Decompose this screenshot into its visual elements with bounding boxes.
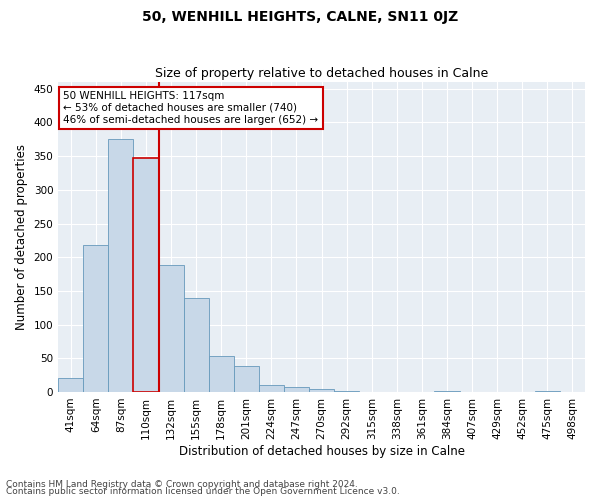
Bar	[133, 158, 158, 392]
Bar	[434, 390, 460, 392]
Text: 50, WENHILL HEIGHTS, CALNE, SN11 0JZ: 50, WENHILL HEIGHTS, CALNE, SN11 0JZ	[142, 10, 458, 24]
Text: Contains public sector information licensed under the Open Government Licence v3: Contains public sector information licen…	[6, 487, 400, 496]
Bar	[83, 245, 109, 392]
Bar	[109, 140, 133, 392]
Text: Contains HM Land Registry data © Crown copyright and database right 2024.: Contains HM Land Registry data © Crown c…	[6, 480, 358, 489]
Bar	[184, 298, 209, 392]
Bar	[58, 378, 83, 392]
Text: 50 WENHILL HEIGHTS: 117sqm
← 53% of detached houses are smaller (740)
46% of sem: 50 WENHILL HEIGHTS: 117sqm ← 53% of deta…	[64, 92, 319, 124]
Bar	[334, 390, 359, 392]
Bar	[158, 266, 184, 392]
Bar	[259, 385, 284, 392]
Bar	[234, 366, 259, 392]
Y-axis label: Number of detached properties: Number of detached properties	[15, 144, 28, 330]
Bar	[309, 388, 334, 392]
X-axis label: Distribution of detached houses by size in Calne: Distribution of detached houses by size …	[179, 444, 464, 458]
Bar	[535, 390, 560, 392]
Bar	[284, 387, 309, 392]
Bar	[209, 356, 234, 392]
Title: Size of property relative to detached houses in Calne: Size of property relative to detached ho…	[155, 66, 488, 80]
